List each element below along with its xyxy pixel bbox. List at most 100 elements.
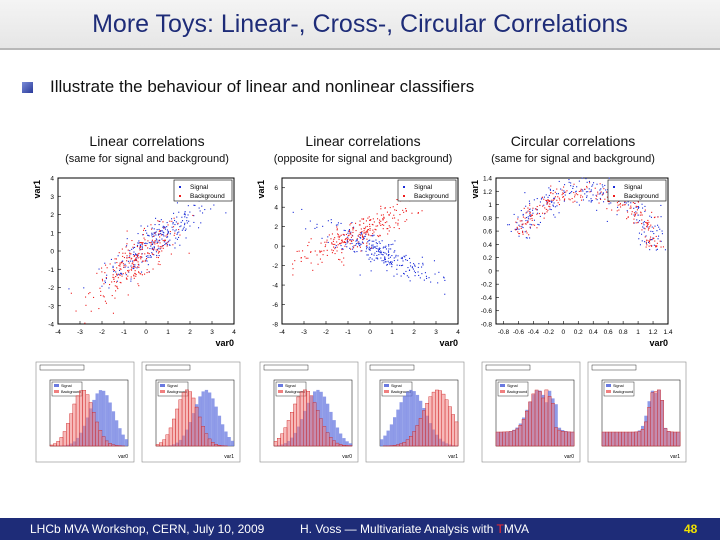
background-point bbox=[547, 202, 549, 204]
background-bin bbox=[405, 439, 410, 447]
signal-bin bbox=[201, 391, 205, 446]
background-bin bbox=[515, 428, 519, 447]
background-point bbox=[662, 246, 664, 248]
background-point bbox=[177, 222, 179, 224]
signal-point bbox=[626, 210, 628, 212]
signal-point bbox=[414, 272, 416, 274]
footer-bar bbox=[0, 518, 720, 540]
x-tick-label: -3 bbox=[77, 329, 83, 336]
background-point bbox=[640, 212, 642, 214]
signal-point bbox=[184, 224, 186, 226]
background-point bbox=[546, 200, 548, 202]
background-point bbox=[331, 233, 333, 235]
background-point bbox=[341, 239, 343, 241]
signal-point bbox=[115, 271, 117, 273]
background-bin bbox=[441, 393, 446, 447]
background-point bbox=[403, 211, 405, 213]
histogram-title-box bbox=[145, 364, 191, 371]
signal-point bbox=[384, 258, 386, 260]
background-point bbox=[553, 198, 555, 200]
background-bin bbox=[312, 402, 317, 447]
background-point bbox=[341, 249, 343, 251]
signal-point bbox=[181, 216, 183, 218]
signal-point bbox=[175, 221, 177, 223]
background-point bbox=[156, 242, 158, 244]
x-tick-label: 4 bbox=[232, 329, 236, 336]
background-point bbox=[364, 228, 366, 230]
background-bin bbox=[412, 431, 416, 447]
signal-point bbox=[539, 221, 541, 223]
signal-point bbox=[184, 229, 186, 231]
signal-point bbox=[576, 201, 578, 203]
signal-point bbox=[527, 218, 529, 220]
background-point bbox=[158, 261, 160, 263]
background-point bbox=[355, 230, 357, 232]
signal-point bbox=[360, 233, 362, 235]
footer-mid-prefix: H. Voss ― Multivariate Analysis with bbox=[300, 522, 497, 536]
panel-heading-3: Circular correlations (same for signal a… bbox=[468, 133, 678, 165]
signal-point bbox=[660, 240, 662, 242]
background-point bbox=[345, 238, 347, 240]
signal-point bbox=[551, 201, 553, 203]
background-point bbox=[337, 234, 339, 236]
background-point bbox=[139, 242, 141, 244]
background-point bbox=[529, 204, 531, 206]
signal-point bbox=[521, 226, 523, 228]
signal-bin bbox=[230, 440, 235, 446]
background-point bbox=[375, 229, 377, 231]
background-point bbox=[126, 230, 128, 232]
signal-point bbox=[648, 241, 650, 243]
signal-point bbox=[637, 221, 639, 223]
background-point bbox=[343, 241, 345, 243]
background-point bbox=[361, 231, 363, 233]
background-point bbox=[656, 242, 658, 244]
signal-point bbox=[558, 212, 560, 214]
signal-point bbox=[642, 226, 644, 228]
signal-point bbox=[408, 276, 410, 278]
x-tick-label: -4 bbox=[279, 329, 285, 336]
signal-point bbox=[602, 192, 604, 194]
background-point bbox=[119, 268, 121, 270]
x-tick-label: -0.6 bbox=[513, 329, 525, 336]
background-point bbox=[124, 252, 126, 254]
background-point bbox=[332, 243, 334, 245]
signal-point bbox=[385, 248, 387, 250]
signal-point bbox=[169, 239, 171, 241]
background-point bbox=[345, 233, 347, 235]
signal-point bbox=[176, 238, 178, 240]
background-point bbox=[349, 232, 351, 234]
background-point bbox=[134, 259, 136, 261]
background-bin bbox=[168, 427, 173, 447]
signal-point bbox=[655, 249, 657, 251]
signal-point bbox=[433, 260, 435, 262]
background-bin bbox=[560, 431, 565, 447]
signal-point bbox=[560, 188, 562, 190]
background-point bbox=[131, 267, 133, 269]
signal-point bbox=[381, 240, 383, 242]
background-point bbox=[123, 266, 125, 268]
bullet-text: Illustrate the behaviour of linear and n… bbox=[50, 77, 475, 96]
signal-point bbox=[608, 203, 610, 205]
histogram-title-box bbox=[485, 364, 531, 371]
background-point bbox=[653, 237, 655, 239]
signal-point bbox=[549, 208, 551, 210]
background-point bbox=[421, 210, 423, 212]
background-point bbox=[112, 312, 114, 314]
background-point bbox=[527, 220, 529, 222]
signal-point bbox=[118, 273, 120, 275]
background-point bbox=[627, 211, 629, 213]
signal-point bbox=[351, 239, 353, 241]
background-point bbox=[103, 283, 105, 285]
signal-point bbox=[155, 251, 157, 253]
signal-point bbox=[387, 250, 389, 252]
legend-background-marker bbox=[403, 195, 405, 197]
background-point bbox=[146, 258, 148, 260]
background-point bbox=[348, 234, 350, 236]
histogram-legend-signal-label: Signal bbox=[507, 384, 518, 388]
signal-point bbox=[136, 254, 138, 256]
signal-point bbox=[147, 234, 149, 236]
signal-point bbox=[149, 255, 151, 257]
